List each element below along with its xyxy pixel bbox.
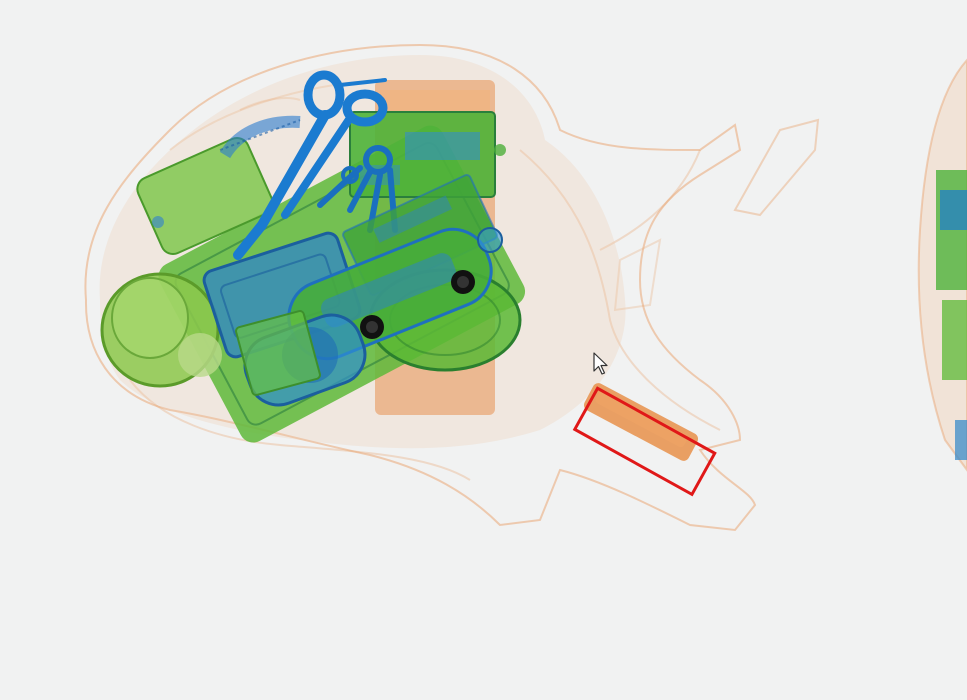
detection-box[interactable] [572,386,717,497]
scissors [233,70,388,260]
cable-circuit [219,115,301,159]
adjacent-bag-partial [917,58,967,472]
cup [100,272,222,388]
small-green-box [235,310,321,396]
detected-item [583,383,699,461]
small-parts [477,144,506,253]
phone [136,136,274,256]
arrow-pointer-icon [593,352,608,375]
